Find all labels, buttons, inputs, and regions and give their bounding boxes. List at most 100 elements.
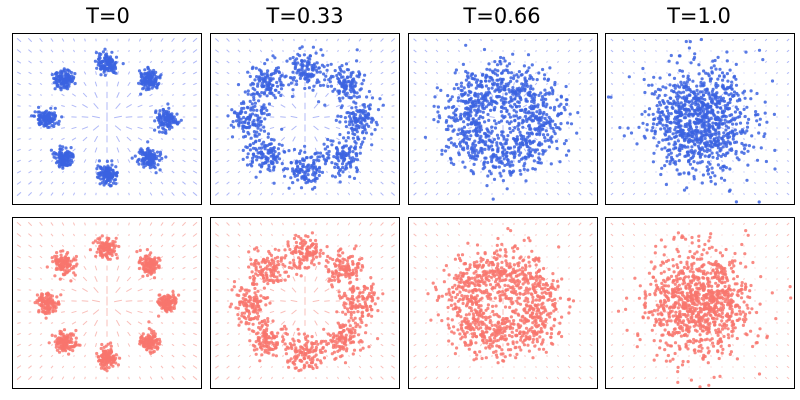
data-point [499, 119, 504, 123]
field-arrow [160, 105, 164, 107]
field-arrow [95, 71, 97, 75]
field-arrow [116, 92, 120, 98]
data-point [660, 147, 664, 151]
data-point [710, 141, 714, 145]
field-arrow [732, 160, 734, 162]
data-point [479, 124, 483, 128]
data-point [449, 116, 453, 120]
data-point [256, 126, 260, 130]
data-point [510, 105, 514, 109]
data-point [265, 94, 269, 98]
data-point [291, 55, 295, 60]
data-point [365, 122, 369, 126]
data-point [651, 160, 655, 164]
field-arrow [458, 160, 460, 162]
data-point [531, 87, 535, 91]
data-point [262, 129, 267, 133]
data-point [249, 106, 253, 110]
data-point [706, 72, 710, 76]
data-point [252, 118, 256, 123]
data-point [337, 80, 341, 84]
field-arrow [545, 149, 549, 151]
field-arrow [655, 193, 657, 195]
field-arrow [380, 38, 384, 42]
data-point [485, 184, 489, 188]
data-point [351, 128, 355, 133]
data-point [346, 136, 350, 140]
data-point [262, 84, 266, 88]
data-point [467, 100, 471, 104]
data-point [474, 113, 478, 117]
data-point [517, 104, 521, 108]
field-arrow [81, 310, 89, 314]
data-point [545, 102, 549, 106]
data-point [684, 39, 688, 44]
field-arrow [39, 181, 43, 185]
field-arrow [226, 94, 230, 96]
data-point [234, 119, 239, 123]
data-point [265, 108, 269, 112]
data-point [359, 109, 363, 113]
data-point [738, 98, 742, 102]
field-arrow [743, 83, 745, 85]
data-point [734, 77, 738, 81]
data-point [528, 87, 533, 91]
data-point [524, 117, 528, 121]
data-point [460, 127, 464, 131]
data-point [487, 145, 492, 149]
data-point [526, 69, 530, 73]
data-point [696, 161, 700, 165]
data-point [668, 96, 672, 100]
field-arrow [435, 60, 439, 64]
data-point [513, 97, 517, 101]
data-point [469, 96, 473, 100]
data-point [695, 140, 700, 144]
data-point [713, 102, 717, 106]
data-point [543, 136, 547, 140]
data-point [352, 146, 357, 150]
field-arrow [446, 49, 450, 53]
data-point [520, 121, 524, 125]
field-arrow [621, 160, 625, 162]
data-point [531, 106, 536, 111]
field-arrow [39, 192, 43, 196]
data-point [110, 63, 114, 67]
field-arrow [61, 233, 65, 237]
data-point [305, 156, 309, 160]
field-arrow [39, 278, 43, 280]
data-point [492, 165, 496, 169]
data-point [277, 157, 282, 161]
data-point [272, 168, 276, 172]
data-point [683, 154, 687, 158]
data-point [691, 150, 695, 154]
data-point [691, 135, 695, 139]
data-point [447, 145, 451, 149]
field-arrow [94, 265, 98, 271]
data-point [257, 79, 262, 83]
data-point [446, 94, 450, 98]
data-point [333, 162, 337, 166]
panel-top-3 [605, 33, 795, 205]
data-point [57, 119, 61, 123]
field-arrow [171, 83, 175, 85]
field-arrow [182, 138, 186, 140]
data-point [531, 148, 535, 152]
field-arrow [62, 170, 64, 174]
data-point [337, 141, 341, 145]
data-point [657, 107, 661, 111]
data-point [546, 77, 551, 81]
field-arrow [50, 49, 54, 53]
field-arrow [457, 127, 461, 129]
field-arrow [754, 182, 756, 184]
data-point [440, 148, 444, 152]
data-point [52, 151, 56, 155]
field-arrow [754, 192, 756, 196]
data-point [746, 121, 750, 125]
data-point [501, 77, 505, 81]
field-arrow [125, 126, 133, 130]
data-point [700, 97, 705, 101]
field-arrow [215, 149, 219, 151]
data-point [667, 111, 671, 115]
data-point [97, 176, 101, 180]
data-point [455, 107, 459, 111]
